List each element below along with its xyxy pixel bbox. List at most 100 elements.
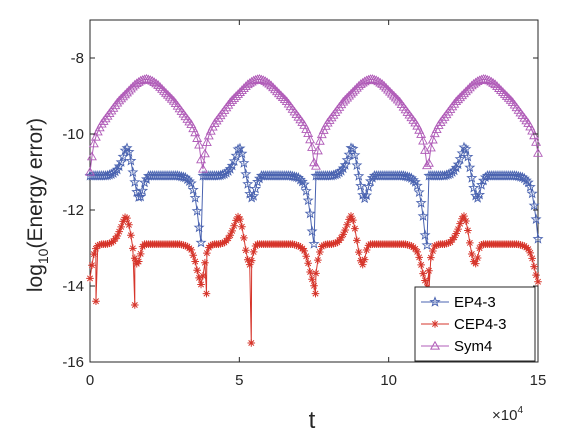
- data-point: [247, 339, 256, 347]
- data-point: [411, 245, 420, 253]
- data-point: [236, 215, 244, 223]
- data-point: [137, 75, 148, 84]
- data-point: [224, 163, 236, 174]
- data-point: [305, 134, 316, 144]
- data-point: [499, 89, 510, 98]
- series-cep4-3: [86, 212, 542, 347]
- data-point: [177, 240, 186, 249]
- data-point: [341, 226, 349, 234]
- data-point: [249, 248, 258, 256]
- data-point: [401, 240, 410, 249]
- data-point: [228, 155, 240, 166]
- data-point: [482, 74, 493, 84]
- data-point: [419, 229, 431, 240]
- data-point: [199, 148, 210, 158]
- legend-label: EP4-3: [454, 294, 496, 311]
- data-point: [494, 83, 505, 92]
- data-point: [464, 161, 476, 173]
- data-point: [88, 261, 96, 270]
- data-point: [358, 260, 367, 269]
- data-point: [117, 223, 125, 231]
- data-point: [252, 176, 264, 187]
- data-point: [196, 154, 207, 164]
- data-point: [306, 225, 318, 237]
- data-point: [381, 82, 392, 92]
- data-point: [307, 142, 318, 151]
- data-point: [262, 77, 273, 87]
- data-point: [218, 239, 227, 247]
- data-point: [203, 130, 214, 140]
- data-point: [312, 145, 323, 155]
- data-point: [135, 75, 146, 85]
- data-point: [136, 250, 145, 258]
- data-point: [129, 176, 141, 187]
- data-point: [93, 241, 102, 250]
- y-tick-label: -14: [62, 278, 84, 295]
- data-point: [151, 78, 162, 88]
- data-point: [362, 246, 371, 254]
- data-point: [462, 217, 470, 225]
- data-point: [300, 247, 309, 255]
- data-point: [470, 190, 482, 201]
- data-point: [149, 77, 160, 86]
- data-point: [403, 241, 412, 249]
- data-point: [113, 232, 122, 240]
- data-point: [222, 165, 234, 176]
- data-point: [194, 139, 205, 149]
- data-point: [134, 257, 143, 266]
- y-tick-label: -10: [62, 126, 84, 143]
- data-point: [484, 75, 495, 85]
- data-point: [450, 233, 459, 242]
- y-axis-title-rest: (Energy error): [24, 118, 47, 249]
- data-point: [486, 76, 497, 86]
- ticks-layer: [89, 20, 539, 363]
- data-point: [505, 95, 516, 104]
- data-point: [191, 205, 203, 216]
- data-point: [349, 216, 357, 224]
- data-point: [383, 84, 393, 94]
- data-point: [430, 242, 439, 250]
- data-point: [123, 146, 135, 157]
- data-point: [137, 184, 149, 196]
- data-point: [256, 74, 267, 84]
- data-point: [279, 94, 290, 104]
- data-point: [351, 159, 363, 171]
- data-point: [528, 254, 536, 263]
- data-point: [111, 234, 120, 243]
- data-point: [248, 190, 260, 201]
- data-point: [497, 87, 508, 96]
- data-point: [240, 234, 248, 242]
- data-point: [195, 236, 207, 248]
- data-point: [314, 256, 322, 264]
- data-point: [243, 255, 252, 264]
- data-point: [419, 269, 427, 278]
- x-tick-label: 15: [530, 372, 547, 389]
- data-point: [516, 241, 525, 249]
- data-point: [187, 184, 199, 195]
- data-point: [417, 261, 425, 269]
- data-point: [366, 172, 378, 183]
- data-point: [302, 252, 311, 261]
- data-point: [388, 90, 399, 100]
- data-point: [230, 221, 238, 230]
- data-point: [316, 248, 324, 256]
- data-point: [341, 154, 353, 165]
- legend-label: CEP4-3: [454, 316, 507, 333]
- data-point: [187, 246, 196, 254]
- data-point: [115, 156, 127, 167]
- data-point: [477, 240, 486, 249]
- data-point: [90, 250, 98, 258]
- data-point: [532, 271, 540, 279]
- data-point: [228, 227, 236, 235]
- data-point: [361, 75, 372, 85]
- data-point: [440, 240, 449, 248]
- data-point: [201, 258, 209, 267]
- data-point: [306, 268, 314, 276]
- data-point: [192, 133, 203, 142]
- data-point: [462, 151, 474, 162]
- y-tick-label: -12: [62, 202, 84, 219]
- x-tick-label: 10: [380, 372, 397, 389]
- data-point: [195, 274, 203, 282]
- data-point: [164, 91, 175, 101]
- data-point: [466, 172, 478, 183]
